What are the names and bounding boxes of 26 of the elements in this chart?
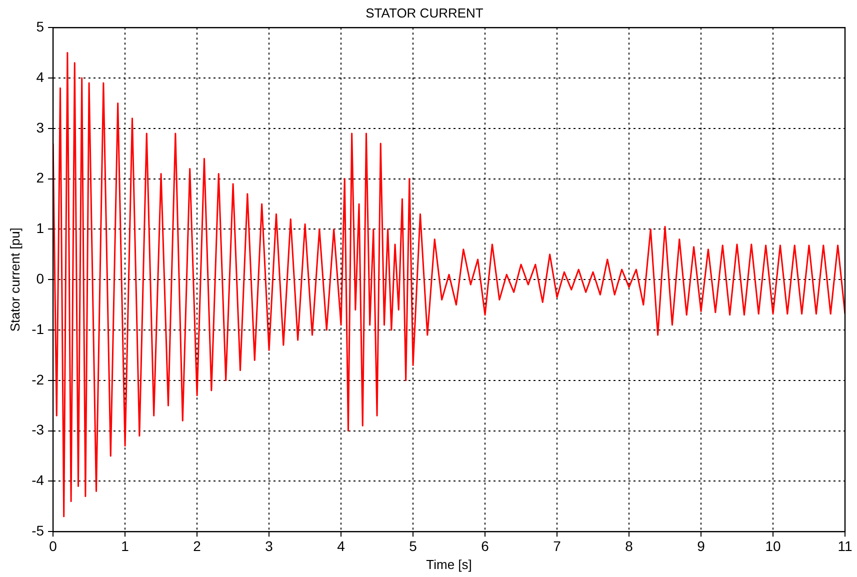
x-tick-label: 3 bbox=[265, 538, 274, 554]
x-tick-label: 11 bbox=[838, 538, 852, 554]
x-tick-label: 2 bbox=[193, 538, 202, 554]
x-tick-label: 9 bbox=[697, 538, 706, 554]
y-tick-label: -4 bbox=[32, 472, 44, 488]
y-tick-label: 4 bbox=[36, 68, 44, 85]
y-tick-label: -2 bbox=[32, 371, 44, 388]
x-tick-label: 1 bbox=[121, 538, 130, 554]
y-tick-label: 5 bbox=[36, 18, 44, 34]
y-tick-label: -5 bbox=[32, 522, 44, 538]
y-tick-label: 0 bbox=[36, 270, 44, 286]
y-tick-label: -1 bbox=[32, 320, 44, 337]
chart-title: STATOR CURRENT bbox=[366, 5, 484, 20]
y-tick-label: 1 bbox=[36, 220, 44, 236]
y-tick-label: 2 bbox=[36, 170, 44, 186]
x-tick-label: 0 bbox=[49, 538, 58, 554]
x-tick-label: 7 bbox=[553, 538, 562, 554]
y-axis-title: Stator current [pu] bbox=[7, 228, 22, 332]
x-tick-label: 6 bbox=[481, 538, 490, 554]
y-tick-label: 3 bbox=[36, 119, 44, 136]
x-axis-title: Time [s] bbox=[426, 556, 472, 572]
x-tick-label: 4 bbox=[337, 538, 346, 554]
x-tick-label: 5 bbox=[409, 538, 418, 554]
y-tick-label: -3 bbox=[32, 422, 44, 438]
x-tick-label: 8 bbox=[625, 538, 634, 554]
x-tick-label: 10 bbox=[765, 538, 781, 554]
